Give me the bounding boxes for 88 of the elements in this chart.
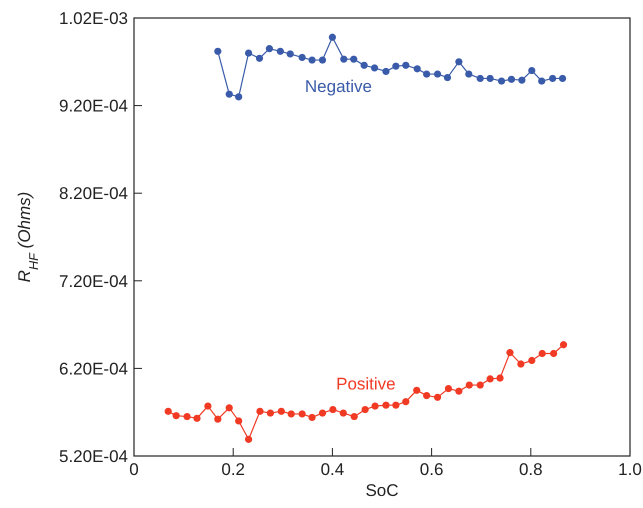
point (538, 77, 546, 85)
point (193, 414, 201, 422)
point (350, 412, 358, 420)
point (226, 404, 233, 412)
y-tick-label: 9.20E-04 (59, 96, 128, 116)
point (298, 410, 306, 418)
point (362, 406, 369, 414)
x-tick-label: 0.4 (320, 460, 344, 479)
point (298, 54, 306, 62)
point (423, 70, 430, 78)
point (308, 56, 316, 64)
point (476, 381, 484, 389)
point (413, 386, 420, 394)
x-tick-label: 1.0 (618, 460, 642, 479)
point (164, 408, 172, 415)
y-tick-label: 1.02E-03 (59, 9, 128, 28)
point (370, 64, 378, 72)
point (528, 356, 536, 364)
point (434, 394, 442, 401)
point (455, 58, 462, 66)
y-tick-label: 6.20E-04 (59, 359, 128, 378)
point (172, 412, 180, 420)
point (371, 402, 379, 410)
point (538, 350, 546, 358)
point (466, 381, 473, 389)
point (340, 409, 347, 417)
y-tick-label: 5.20E-04 (59, 447, 128, 466)
point (214, 416, 222, 423)
point (308, 414, 316, 422)
point (350, 56, 358, 63)
point (392, 402, 400, 409)
point (266, 45, 274, 52)
x-tick-label: 0.2 (221, 460, 246, 479)
point (318, 409, 326, 417)
point (244, 49, 252, 57)
point (496, 374, 504, 382)
point (518, 76, 526, 84)
point (288, 410, 295, 418)
point (560, 341, 568, 348)
x-tick-label: 0 (129, 460, 139, 479)
point (392, 62, 400, 70)
point (256, 408, 264, 415)
x-tick-label: 0.8 (518, 460, 543, 479)
x-axis-title: SoC (365, 481, 399, 500)
point (235, 417, 242, 425)
point (414, 65, 421, 72)
point (549, 74, 556, 82)
point (508, 76, 516, 83)
point (476, 74, 484, 82)
point (517, 360, 524, 368)
point (204, 402, 212, 410)
point (465, 70, 472, 78)
x-tick-label: 0.6 (420, 460, 444, 479)
point (434, 70, 442, 78)
point (506, 349, 514, 356)
point (256, 54, 264, 62)
point (340, 56, 348, 63)
point (214, 48, 222, 55)
point (558, 74, 566, 82)
series-label: Positive (336, 374, 396, 394)
point (402, 398, 410, 406)
point (329, 406, 336, 414)
point (266, 409, 274, 417)
point (455, 388, 462, 395)
point (528, 66, 536, 74)
point (423, 392, 430, 400)
point (276, 48, 284, 55)
point (278, 408, 285, 415)
point (382, 402, 390, 409)
point (402, 62, 410, 69)
point (444, 74, 452, 82)
point (244, 436, 252, 443)
point (318, 56, 326, 64)
series-label: Negative (304, 76, 372, 96)
point (382, 68, 390, 76)
point (498, 77, 506, 85)
point (328, 34, 336, 41)
point (226, 90, 233, 98)
point (286, 50, 294, 58)
point (183, 412, 191, 420)
point (486, 375, 494, 383)
point (360, 62, 368, 69)
y-tick-label: 7.20E-04 (59, 272, 128, 291)
point (486, 74, 494, 82)
y-tick-label: 8.20E-04 (59, 184, 128, 204)
point (444, 384, 452, 392)
point (550, 350, 558, 358)
point (235, 93, 242, 100)
